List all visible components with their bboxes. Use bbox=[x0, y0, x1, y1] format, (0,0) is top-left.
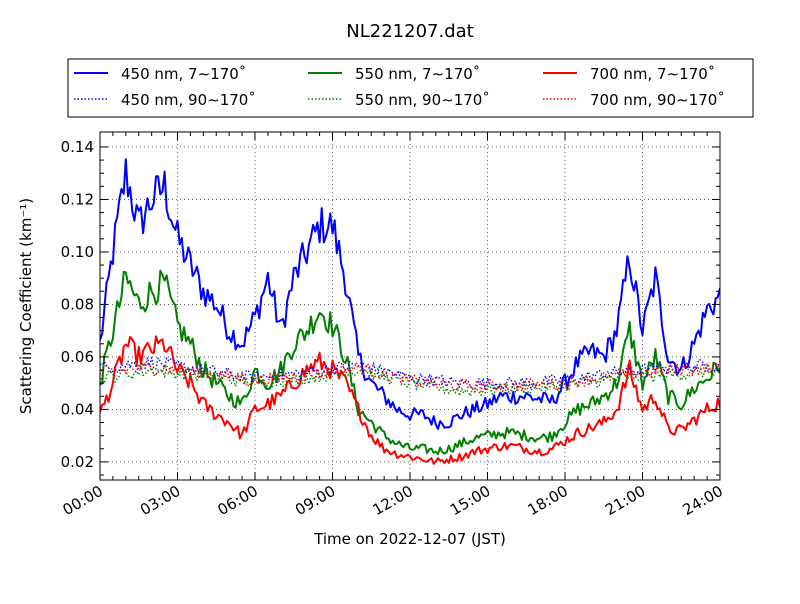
y-tick-label: 0.10 bbox=[61, 243, 94, 261]
y-tick-label: 0.12 bbox=[61, 190, 94, 208]
legend-label-5: 700 nm, 90∼170˚ bbox=[590, 91, 725, 109]
y-axis-label: Scattering Coefficient (km⁻¹) bbox=[17, 198, 35, 414]
legend-label-1: 550 nm, 7∼170˚ bbox=[355, 65, 480, 83]
legend-label-4: 550 nm, 90∼170˚ bbox=[355, 91, 490, 109]
series-line-5 bbox=[100, 361, 720, 393]
series-group bbox=[100, 158, 720, 465]
y-tick-label: 0.08 bbox=[61, 295, 94, 313]
y-tick-label: 0.14 bbox=[61, 138, 94, 156]
series-line-0 bbox=[100, 158, 720, 430]
y-tick-label: 0.02 bbox=[61, 453, 94, 471]
chart-title: NL221207.dat bbox=[346, 21, 473, 42]
legend-label-3: 450 nm, 90∼170˚ bbox=[121, 91, 256, 109]
legend: 450 nm, 7∼170˚ 550 nm, 7∼170˚ 700 nm, 7∼17… bbox=[67, 58, 754, 118]
y-tick-label: 0.04 bbox=[61, 400, 94, 418]
legend-label-2: 700 nm, 7∼170˚ bbox=[590, 65, 715, 83]
series-line-2 bbox=[100, 335, 720, 465]
y-tick-label: 0.06 bbox=[61, 348, 94, 366]
series-line-1 bbox=[100, 269, 720, 456]
x-axis-label: Time on 2022-12-07 (JST) bbox=[313, 530, 506, 548]
legend-label-0: 450 nm, 7∼170˚ bbox=[121, 65, 246, 83]
